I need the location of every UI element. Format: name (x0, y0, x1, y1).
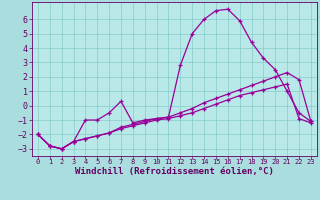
X-axis label: Windchill (Refroidissement éolien,°C): Windchill (Refroidissement éolien,°C) (75, 167, 274, 176)
